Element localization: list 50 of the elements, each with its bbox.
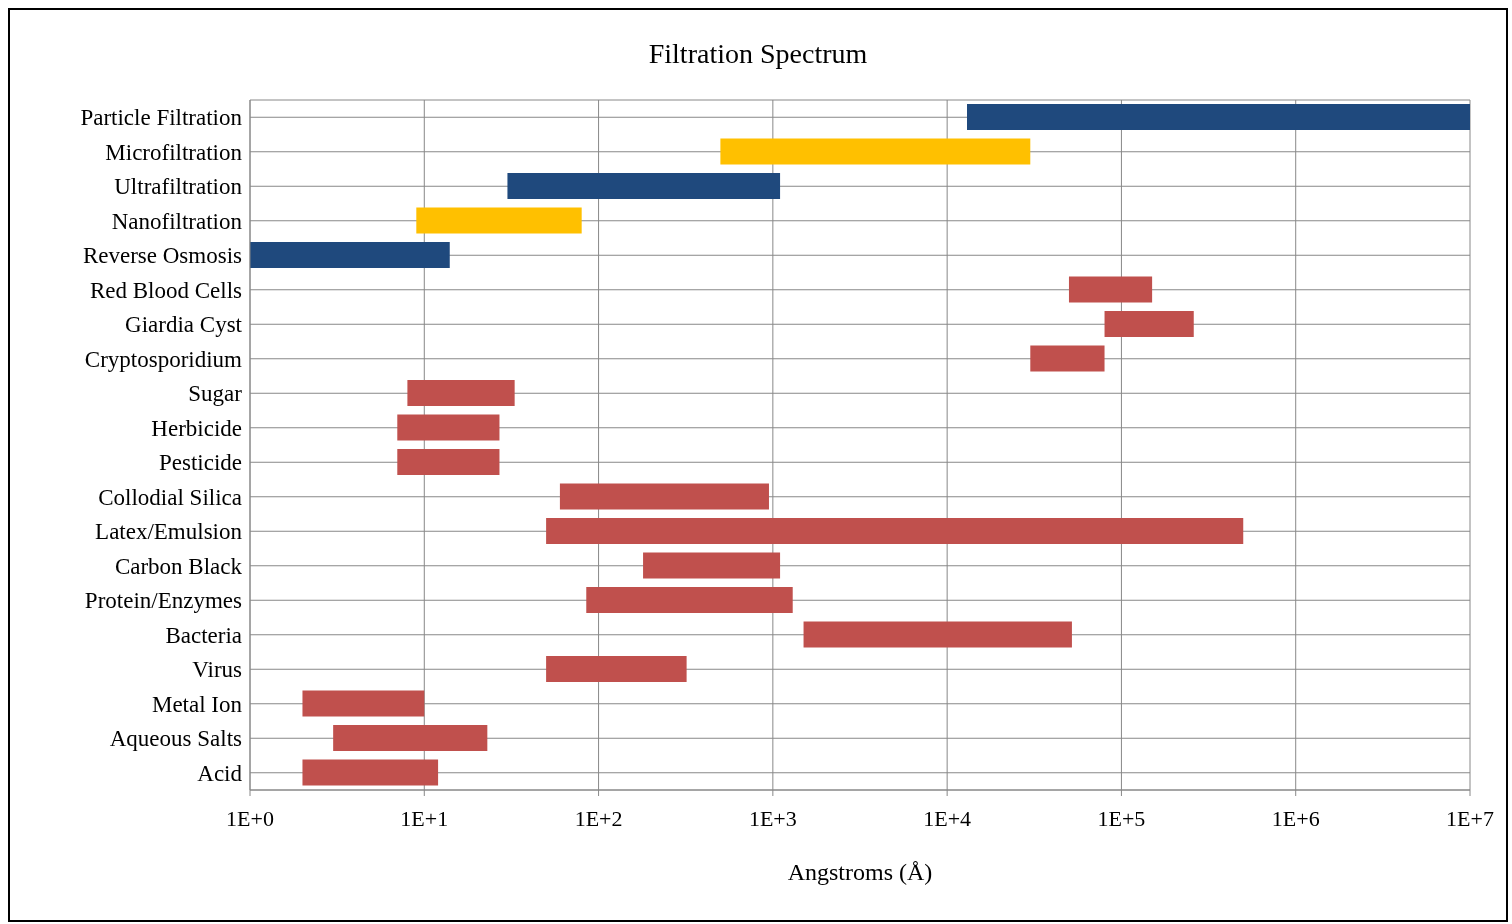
y-tick-label: Microfiltration — [105, 139, 243, 165]
y-tick-label: Herbicide — [151, 415, 242, 441]
y-tick-label: Aqueous Salts — [109, 726, 243, 752]
bar — [586, 587, 793, 613]
bar — [397, 449, 500, 475]
y-tick-label: Ultrafiltration — [114, 174, 243, 200]
bar — [416, 207, 582, 234]
x-tick-label: 1E+0 — [226, 805, 274, 831]
bar — [507, 173, 781, 199]
y-tick-label: Virus — [192, 657, 243, 683]
y-tick-label: Particle Filtration — [80, 105, 243, 131]
bar — [546, 518, 1244, 544]
bar — [1104, 311, 1194, 337]
y-tick-label: Carbon Black — [114, 553, 243, 579]
y-tick-label: Reverse Osmosis — [82, 243, 243, 269]
x-tick-label: 1E+1 — [400, 805, 449, 831]
bar — [967, 104, 1470, 130]
x-tick-label: 1E+3 — [748, 805, 797, 831]
bar — [302, 759, 439, 786]
bar — [1068, 276, 1153, 303]
y-tick-label: Sugar — [188, 381, 243, 407]
bar — [1030, 345, 1105, 372]
y-tick-label: Latex/Emulsion — [95, 519, 243, 545]
bar — [546, 656, 687, 682]
y-tick-label: Protein/Enzymes — [84, 588, 243, 614]
y-tick-label: Collodial Silica — [98, 484, 242, 510]
chart-title: Filtration Spectrum — [647, 38, 869, 70]
bar — [559, 483, 769, 510]
bar — [643, 552, 781, 579]
x-tick-label: 1E+2 — [574, 805, 623, 831]
x-tick-label: 1E+4 — [923, 805, 972, 831]
y-tick-label: Cryptosporidium — [84, 346, 243, 372]
y-tick-label: Pesticide — [158, 450, 242, 476]
x-tick-label: 1E+7 — [1446, 805, 1494, 831]
y-tick-label: Acid — [197, 760, 243, 786]
y-tick-label: Red Blood Cells — [89, 277, 243, 303]
y-tick-label: Giardia Cyst — [125, 312, 243, 338]
x-tick-label: 1E+5 — [1097, 805, 1146, 831]
x-axis-title: Angstroms (Å) — [787, 859, 933, 885]
y-tick-label: Metal Ion — [151, 691, 243, 717]
bar — [803, 621, 1072, 648]
bar — [720, 138, 1031, 165]
bar — [397, 414, 500, 441]
bar — [407, 380, 515, 406]
y-tick-label: Nanofiltration — [111, 208, 243, 234]
bar — [333, 725, 488, 751]
bar — [250, 242, 450, 268]
bar — [302, 690, 425, 717]
x-tick-label: 1E+6 — [1271, 805, 1320, 831]
y-tick-label: Bacteria — [165, 622, 242, 648]
